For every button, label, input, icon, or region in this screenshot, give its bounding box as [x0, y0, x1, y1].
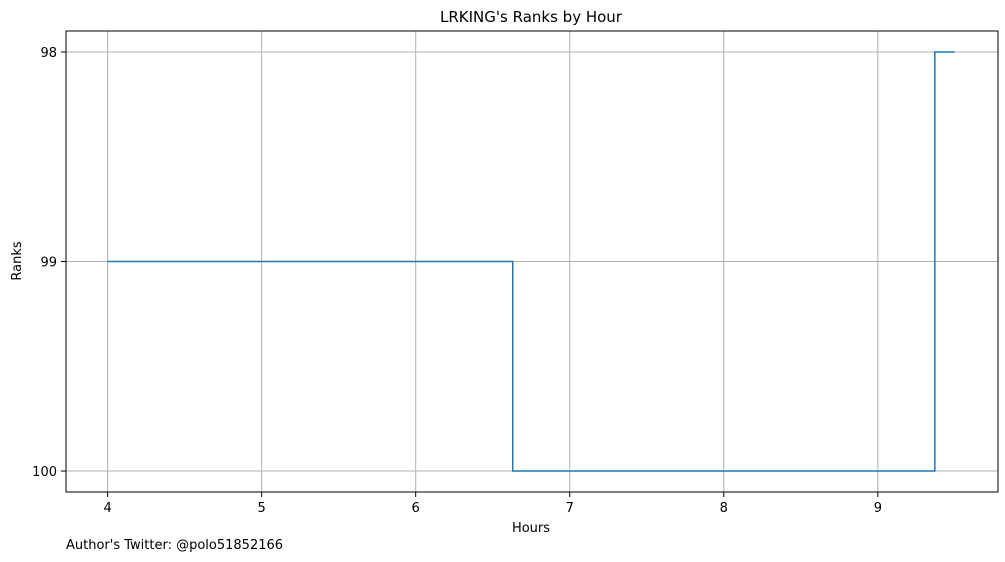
- x-axis-label: Hours: [512, 521, 550, 536]
- x-tick-label: 6: [412, 501, 420, 516]
- x-tick-label: 7: [566, 501, 574, 516]
- y-tick-label: 98: [40, 46, 57, 61]
- y-axis: 98 99 100: [32, 46, 66, 480]
- y-axis-label: Ranks: [10, 241, 25, 280]
- author-credit: Author's Twitter: @polo51852166: [66, 538, 284, 553]
- series-line-rank: [107, 51, 955, 472]
- x-tick-label: 9: [874, 501, 882, 516]
- x-tick-label: 5: [258, 501, 266, 516]
- y-tick-label: 99: [40, 256, 57, 271]
- x-tick-label: 4: [103, 501, 111, 516]
- x-axis: 4 5 6 7 8 9: [103, 492, 882, 516]
- x-tick-label: 8: [720, 501, 728, 516]
- series-group: [107, 51, 955, 472]
- chart-title: LRKING's Ranks by Hour: [440, 8, 623, 26]
- y-tick-label: 100: [32, 465, 57, 480]
